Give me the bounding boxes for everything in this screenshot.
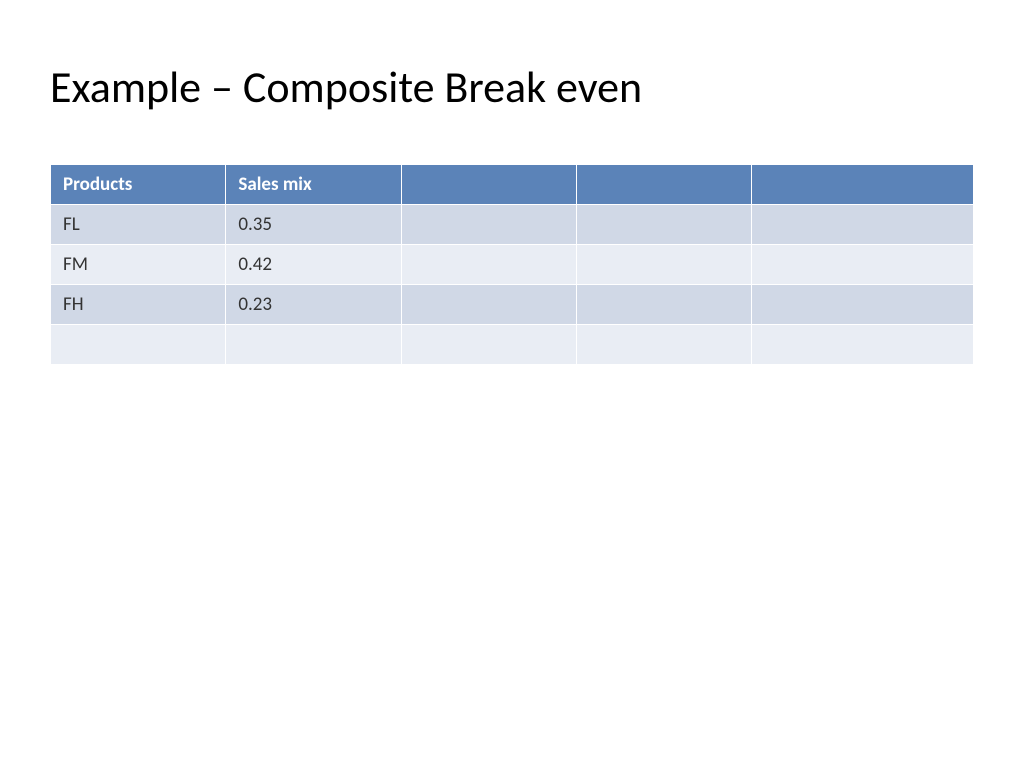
table-header-cell — [577, 165, 752, 205]
table-cell — [752, 205, 974, 245]
table-cell — [577, 325, 752, 365]
table-row: FL 0.35 — [51, 205, 974, 245]
table-cell — [401, 205, 576, 245]
table-cell: FM — [51, 245, 226, 285]
table-row — [51, 325, 974, 365]
table-cell: 0.42 — [226, 245, 401, 285]
table-cell — [226, 325, 401, 365]
table-cell: 0.23 — [226, 285, 401, 325]
table-cell — [401, 325, 576, 365]
table-cell — [752, 285, 974, 325]
table-row: FM 0.42 — [51, 245, 974, 285]
table-cell — [752, 325, 974, 365]
page-title: Example – Composite Break even — [50, 60, 974, 114]
table-cell — [577, 285, 752, 325]
breakeven-table: Products Sales mix FL 0.35 FM 0.42 FH 0.… — [50, 164, 974, 365]
table-cell — [401, 285, 576, 325]
table-header-cell: Products — [51, 165, 226, 205]
table-header-cell: Sales mix — [226, 165, 401, 205]
table-cell: FL — [51, 205, 226, 245]
table-cell: 0.35 — [226, 205, 401, 245]
table-cell — [577, 245, 752, 285]
table-cell — [577, 205, 752, 245]
table-row: FH 0.23 — [51, 285, 974, 325]
table-header-cell — [752, 165, 974, 205]
table-header-cell — [401, 165, 576, 205]
table-cell — [752, 245, 974, 285]
table-cell — [401, 245, 576, 285]
table-header-row: Products Sales mix — [51, 165, 974, 205]
table-cell: FH — [51, 285, 226, 325]
table-cell — [51, 325, 226, 365]
